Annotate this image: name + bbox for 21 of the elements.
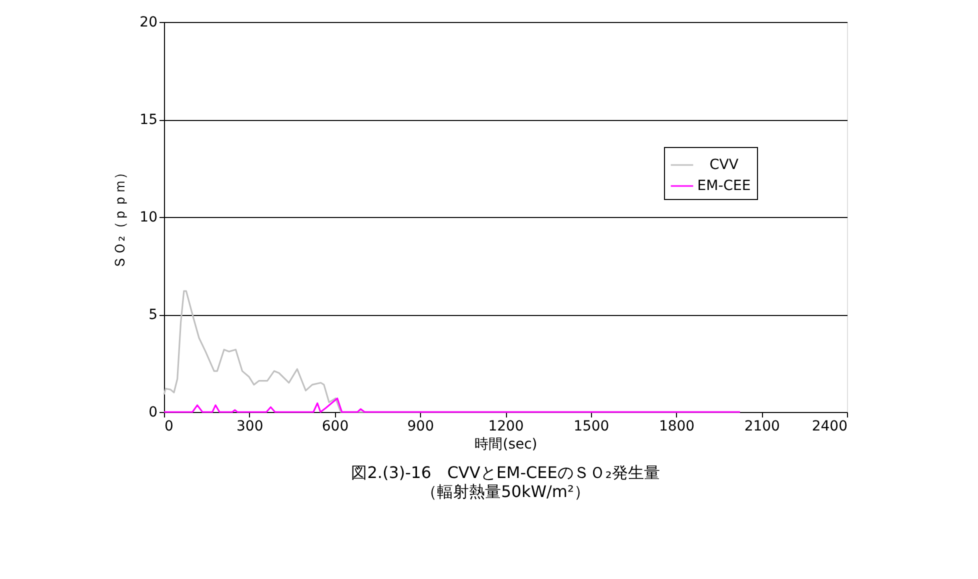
y-tick-label: 5 — [148, 307, 158, 323]
x-tick-label: 0 — [164, 418, 174, 434]
y-tick-label: 10 — [140, 210, 158, 226]
x-tick-label: 600 — [322, 418, 349, 434]
y-axis-title: ＳＯ₂（ｐｐｍ） — [112, 166, 129, 270]
legend-label: EM-CEE — [697, 178, 751, 194]
text: 図2.(3)-16 CVVとEM-CEEのＳＯ₂発生量 — [351, 463, 660, 482]
x-tick-label: 2400 — [812, 418, 848, 434]
y-tick-label: 15 — [140, 112, 158, 128]
x-tick-label: 2100 — [744, 418, 780, 434]
x-tick-label: 900 — [407, 418, 434, 434]
x-tick-label: 1500 — [574, 418, 610, 434]
x-tick-label: 1200 — [488, 418, 524, 434]
x-tick-label: 1800 — [658, 418, 695, 434]
line-series — [163, 398, 741, 413]
legend-label: CVV — [710, 157, 739, 173]
y-tick-label: 0 — [148, 404, 158, 420]
x-axis-title: 時間(sec) — [474, 436, 538, 452]
x-tick-label: 300 — [236, 418, 264, 434]
text: （輻射熱量50kW/m²） — [421, 482, 590, 501]
y-tick-label: 20 — [140, 14, 158, 30]
